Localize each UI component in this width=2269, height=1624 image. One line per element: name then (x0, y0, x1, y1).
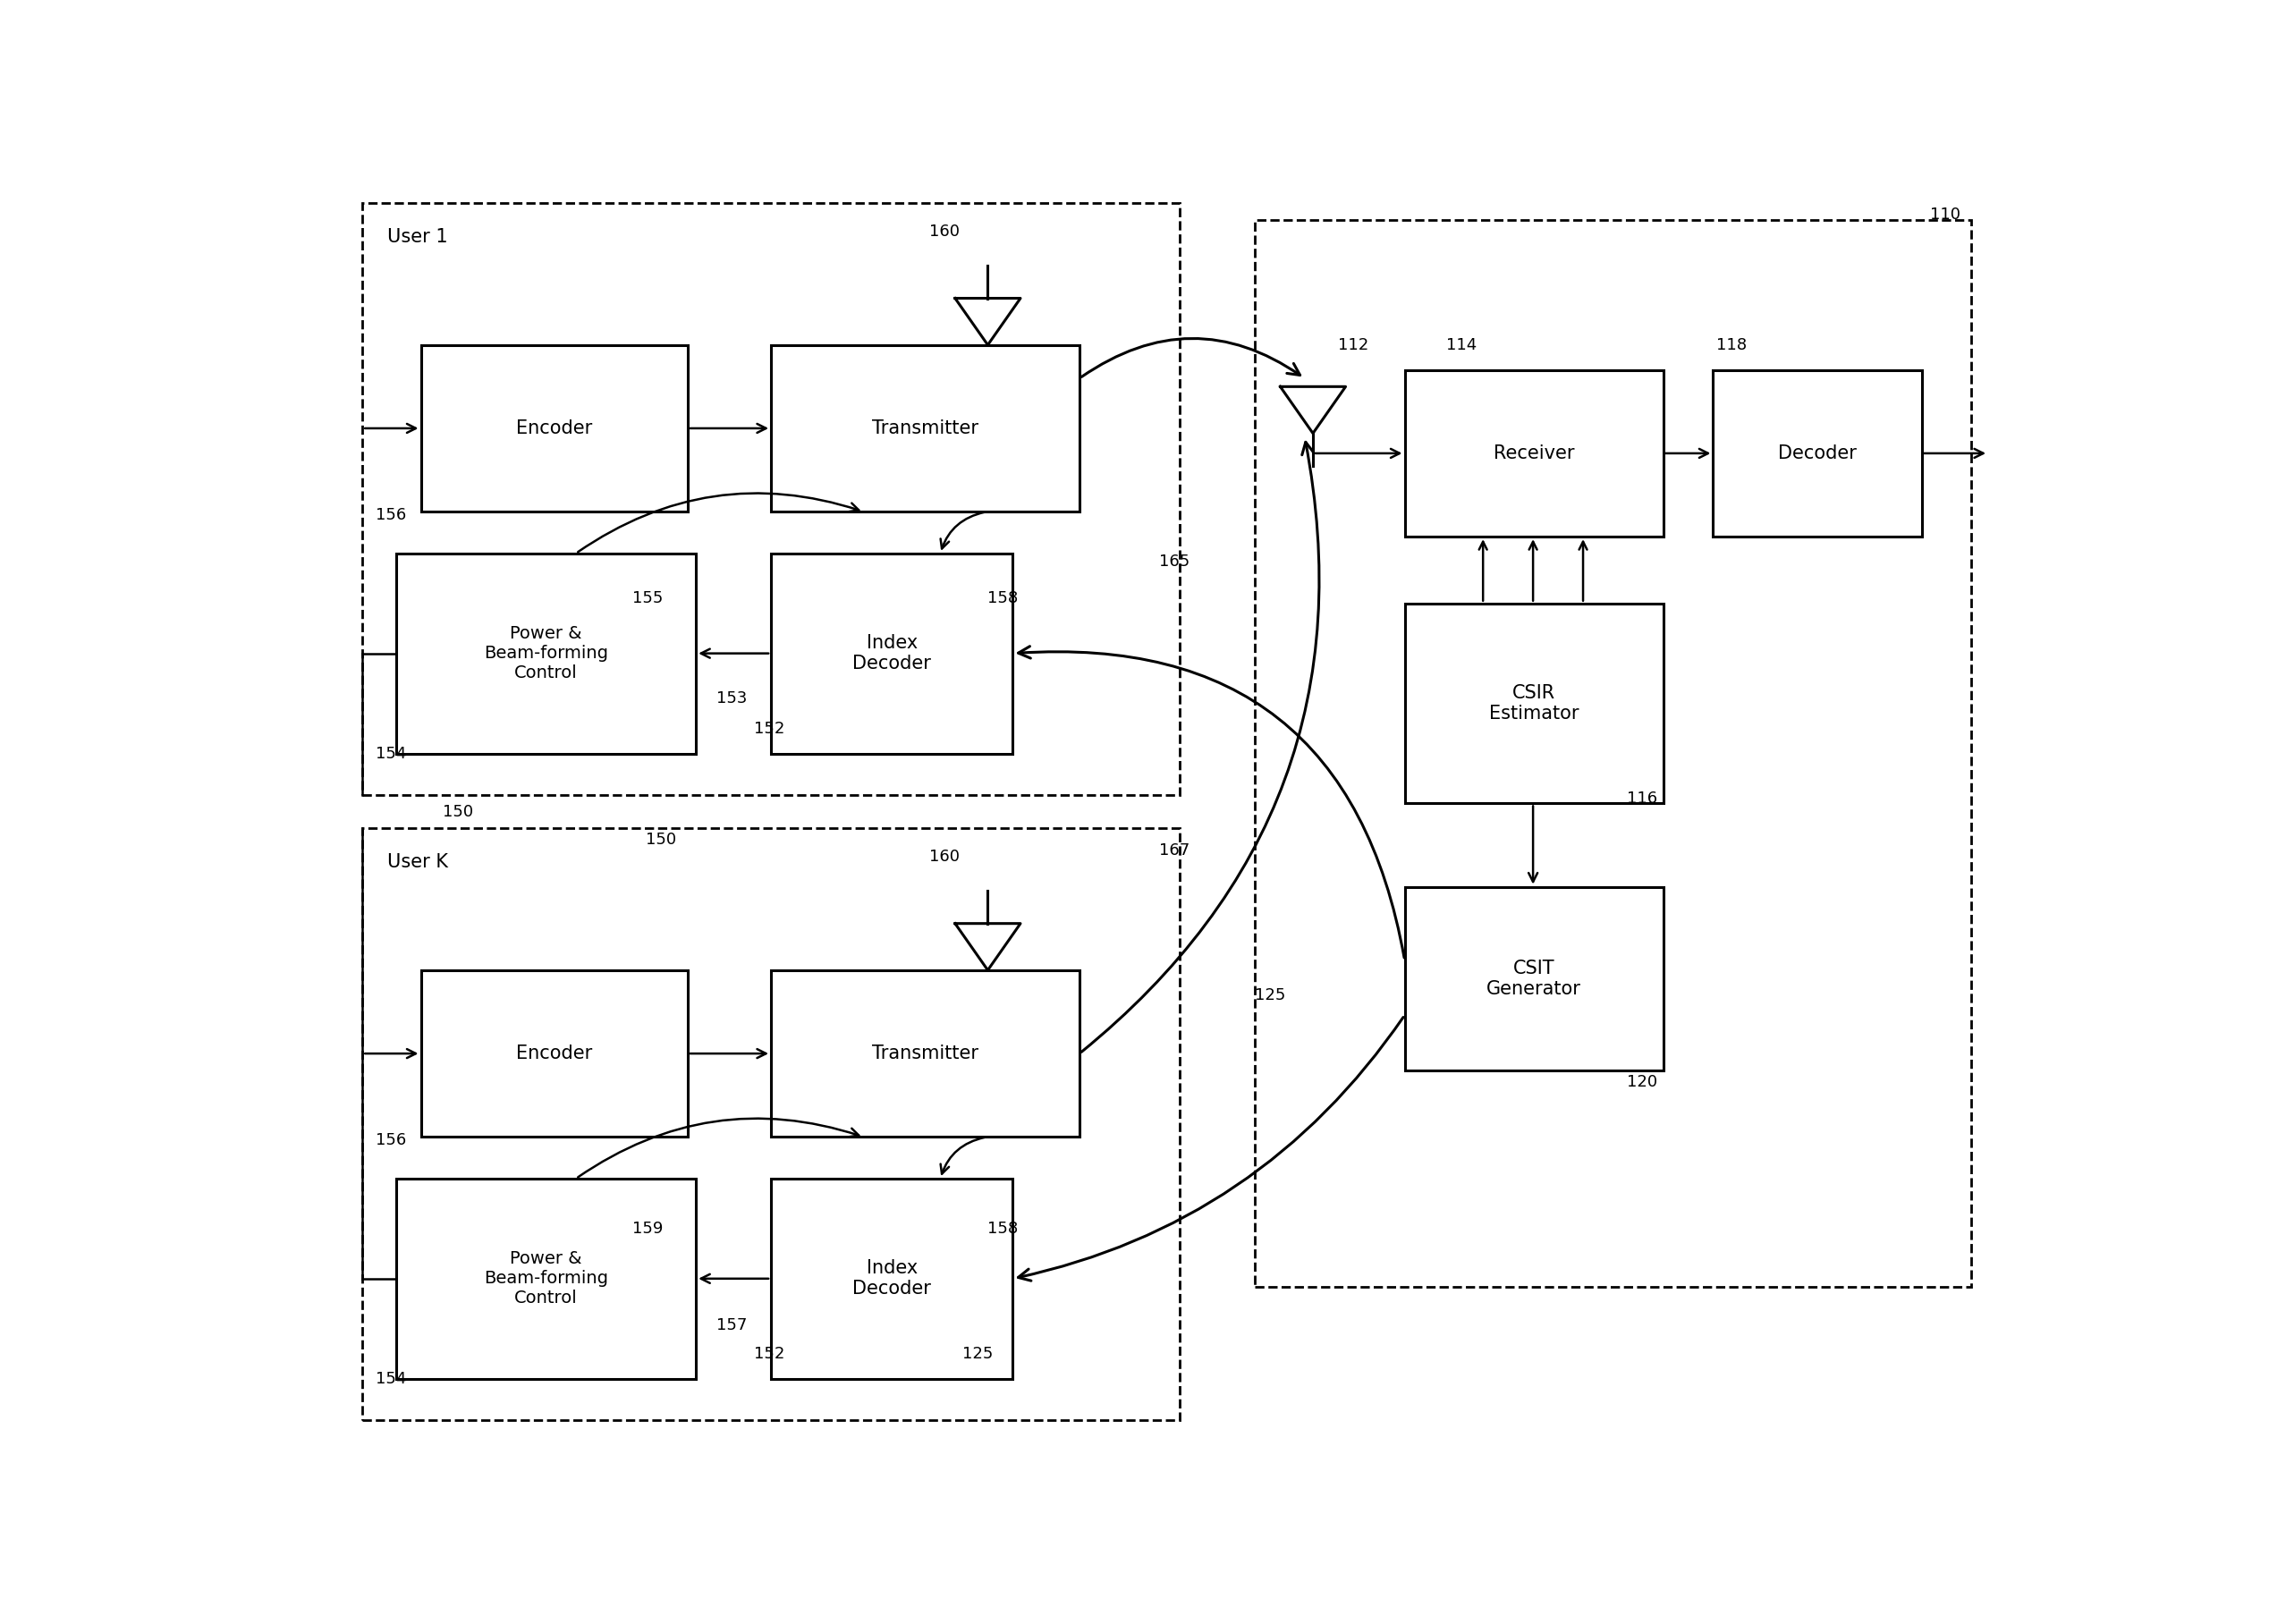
Text: 150: 150 (647, 831, 676, 848)
Text: User K: User K (388, 853, 449, 870)
Text: 153: 153 (717, 690, 747, 706)
Bar (363, 203, 1180, 796)
Text: 110: 110 (1931, 206, 1960, 222)
Text: CSIR
Estimator: CSIR Estimator (1488, 684, 1579, 723)
Text: 159: 159 (633, 1221, 663, 1236)
Text: 167: 167 (1159, 843, 1191, 857)
Text: Encoder: Encoder (515, 1044, 592, 1062)
Text: 125: 125 (1255, 987, 1284, 1004)
Polygon shape (955, 924, 1021, 970)
Bar (1255, 219, 1972, 1286)
Text: Transmitter: Transmitter (871, 419, 978, 437)
Text: 165: 165 (1159, 554, 1191, 570)
Bar (1713, 370, 1922, 536)
Text: Decoder: Decoder (1779, 445, 1856, 463)
Text: Power &
Beam-forming
Control: Power & Beam-forming Control (483, 1250, 608, 1307)
Bar (420, 344, 688, 512)
Text: 114: 114 (1445, 336, 1477, 352)
Bar (395, 554, 697, 754)
Text: 152: 152 (753, 721, 785, 736)
Bar (1405, 887, 1663, 1070)
Text: 150: 150 (442, 804, 472, 820)
Text: 156: 156 (377, 1132, 406, 1148)
Text: 152: 152 (753, 1346, 785, 1361)
Polygon shape (955, 299, 1021, 344)
Text: 160: 160 (930, 224, 960, 240)
Text: 154: 154 (377, 1371, 406, 1387)
Text: 118: 118 (1715, 336, 1747, 352)
Text: Index
Decoder: Index Decoder (853, 633, 930, 672)
Text: Receiver: Receiver (1493, 445, 1575, 463)
Text: Transmitter: Transmitter (871, 1044, 978, 1062)
Text: 116: 116 (1627, 791, 1656, 807)
Text: User 1: User 1 (388, 227, 447, 245)
Bar (771, 554, 1012, 754)
Text: 160: 160 (930, 849, 960, 866)
Text: 157: 157 (717, 1317, 747, 1333)
Bar (420, 970, 688, 1137)
Text: 158: 158 (987, 590, 1019, 606)
Bar (363, 828, 1180, 1421)
Text: 155: 155 (633, 590, 663, 606)
Text: 112: 112 (1339, 336, 1368, 352)
Bar (1405, 604, 1663, 804)
Text: 156: 156 (377, 507, 406, 523)
Bar (395, 1179, 697, 1379)
Text: 120: 120 (1627, 1073, 1656, 1090)
Bar (771, 1179, 1012, 1379)
Text: CSIT
Generator: CSIT Generator (1486, 960, 1581, 997)
Bar (771, 344, 1080, 512)
Text: Encoder: Encoder (515, 419, 592, 437)
Text: 125: 125 (962, 1346, 994, 1361)
Text: Power &
Beam-forming
Control: Power & Beam-forming Control (483, 625, 608, 682)
Text: Index
Decoder: Index Decoder (853, 1259, 930, 1298)
Text: 158: 158 (987, 1221, 1019, 1236)
Bar (1405, 370, 1663, 536)
Bar (771, 970, 1080, 1137)
Text: 154: 154 (377, 745, 406, 762)
Polygon shape (1280, 387, 1346, 434)
